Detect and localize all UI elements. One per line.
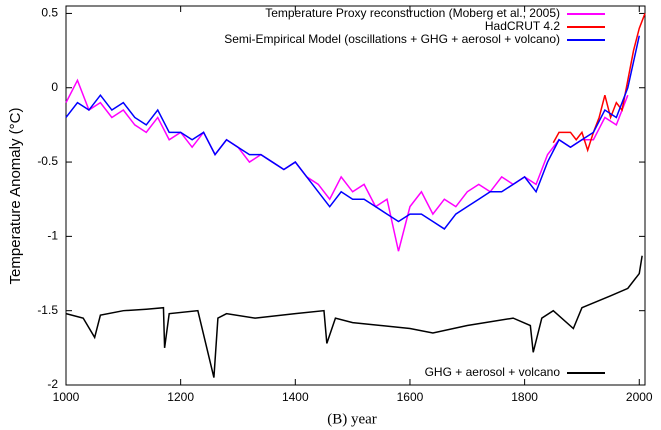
x-tick-label: 1400 <box>282 390 309 404</box>
x-axis-label: (B) year <box>327 411 377 427</box>
series-line <box>65 78 629 252</box>
y-tick-label: -0.5 <box>37 154 58 168</box>
legend-label: GHG + aerosol + volcano <box>425 365 561 379</box>
y-tick-label: -1.5 <box>37 303 58 317</box>
series-line <box>552 13 646 153</box>
x-tick-label: 2000 <box>626 390 653 404</box>
x-tick-label: 1200 <box>167 390 194 404</box>
plot-frame <box>65 5 646 386</box>
legend-label: HadCRUT 4.2 <box>485 19 560 33</box>
series-line <box>65 35 640 230</box>
legend-label: Semi-Empirical Model (oscillations + GHG… <box>224 32 560 46</box>
y-axis-label: Temperature Anomaly (°C) <box>7 108 24 285</box>
series-line <box>65 255 643 378</box>
x-tick-label: 1800 <box>511 390 538 404</box>
x-tick-label: 1600 <box>397 390 424 404</box>
legend-label: Temperature Proxy reconstruction (Moberg… <box>265 6 560 20</box>
y-tick-label: -2 <box>47 377 58 391</box>
x-tick-label: 1000 <box>53 390 80 404</box>
y-tick-label: -1 <box>47 229 58 243</box>
y-tick-label: 0 <box>51 80 58 94</box>
y-tick-label: 0.5 <box>41 6 58 20</box>
